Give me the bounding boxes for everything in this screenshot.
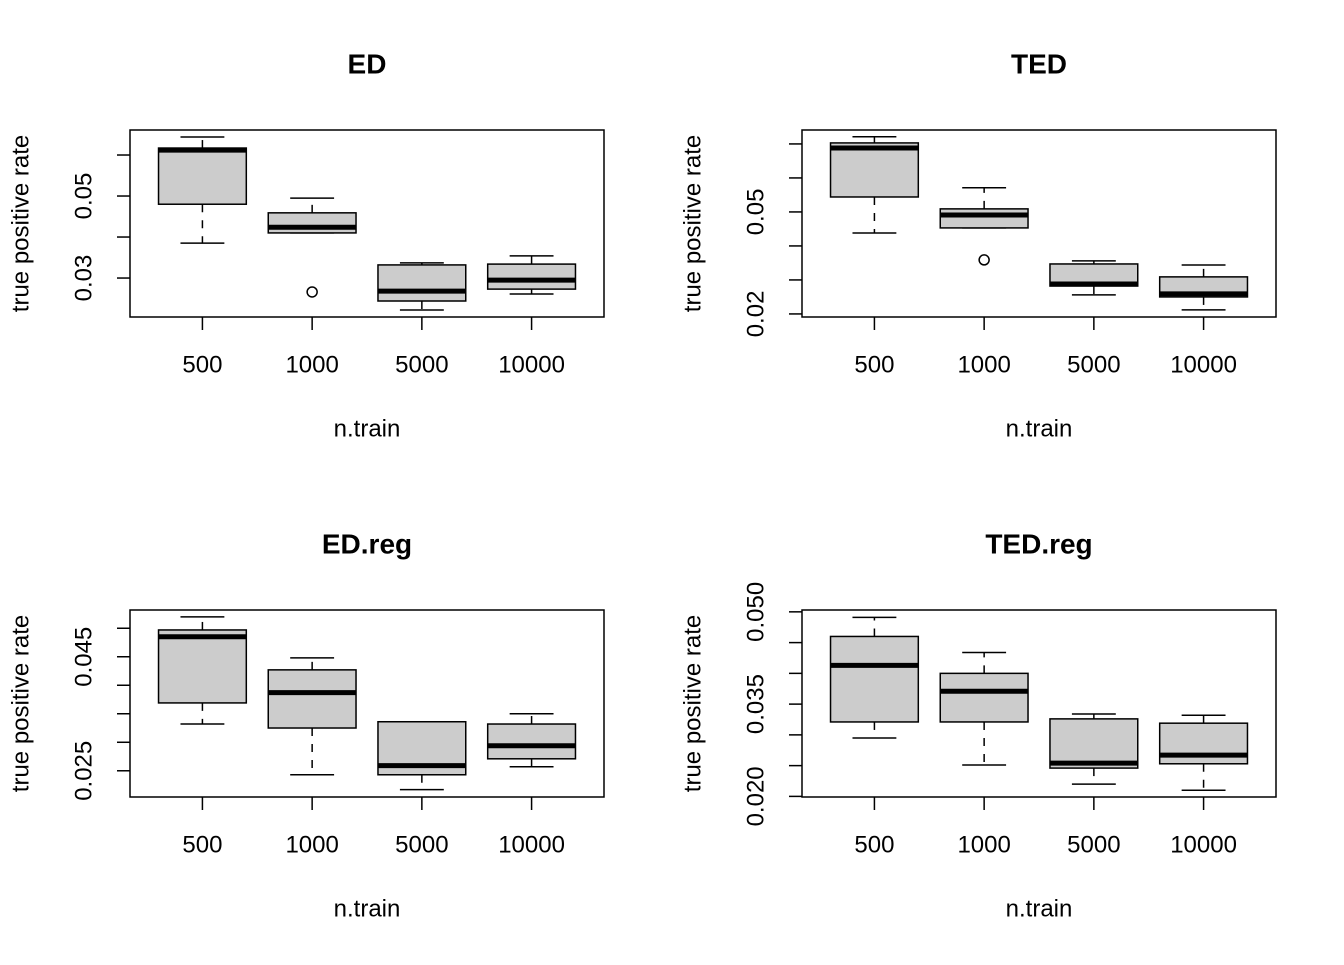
panel: ED.reg n.train true positive rate 0.025 0.04… [7,528,605,922]
box [829,142,920,198]
outlier [306,286,318,298]
box [486,723,577,760]
x-tick-label: 10000 [1170,351,1237,378]
y-tick-label: 0.05 [742,189,769,236]
box [1158,722,1249,765]
x-tick-label: 500 [182,351,222,378]
x-tick-label: 5000 [395,831,448,858]
box [939,208,1029,229]
plot-frame [801,129,1277,318]
box [1049,718,1139,769]
x-tick-label: 10000 [498,351,565,378]
x-tick-label: 5000 [1067,351,1120,378]
panel: TED n.train true positive rate 0.02 0.05 500 1… [679,48,1277,442]
y-tick-label: 0.05 [70,173,97,220]
x-tick-label: 1000 [957,831,1010,858]
x-tick-label: 1000 [957,351,1010,378]
box [377,264,467,302]
box [267,669,357,729]
panel: ED n.train true positive rate 0.03 0.05 500 10… [7,48,605,442]
box [939,672,1029,723]
y-tick-label: 0.03 [70,255,97,302]
x-tick-label: 500 [854,831,894,858]
y-tick-label: 0.045 [70,627,97,687]
y-tick-label: 0.020 [742,766,769,826]
x-axis-label: n.train [334,415,401,442]
box [486,263,577,290]
y-tick-label: 0.035 [742,674,769,734]
y-axis-label: true positive rate [7,615,34,792]
x-axis-label: n.train [1006,415,1073,442]
x-tick-label: 1000 [285,831,338,858]
outlier [978,254,990,266]
panel: TED.reg n.train true positive rate 0.020 0.0… [679,528,1277,922]
box [267,212,357,234]
x-tick-label: 10000 [498,831,565,858]
x-tick-label: 1000 [285,351,338,378]
plot-frame [129,609,605,798]
x-tick-label: 10000 [1170,831,1237,858]
box [157,147,248,205]
chart-title: TED.reg [985,528,1092,559]
x-tick-label: 500 [854,351,894,378]
x-axis-label: n.train [334,895,401,922]
y-tick-label: 0.025 [70,741,97,801]
x-tick-label: 5000 [395,351,448,378]
box [829,635,920,723]
chart-title: ED [348,48,387,79]
y-tick-label: 0.02 [742,291,769,338]
plot-frame [129,129,605,318]
y-axis-label: true positive rate [679,135,706,312]
y-tick-label: 0.050 [742,582,769,642]
x-axis-label: n.train [1006,895,1073,922]
x-tick-label: 5000 [1067,831,1120,858]
x-tick-label: 500 [182,831,222,858]
y-axis-label: true positive rate [679,615,706,792]
chart-title: TED [1011,48,1067,79]
y-axis-label: true positive rate [7,135,34,312]
chart-title: ED.reg [322,528,412,559]
box [157,629,248,704]
